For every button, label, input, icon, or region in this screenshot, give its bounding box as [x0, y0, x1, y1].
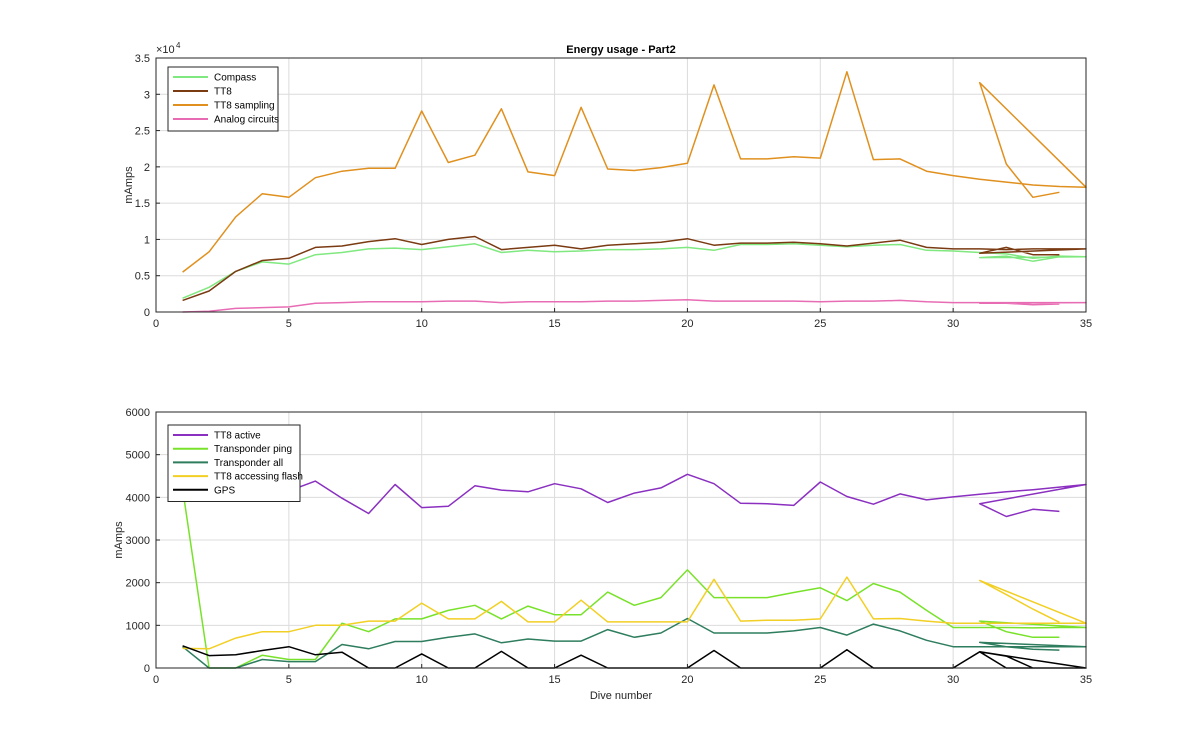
top-x-tick-label: 20 [681, 318, 693, 330]
bottom-x-tick-label: 25 [814, 674, 826, 686]
bottom-x-tick-label: 15 [548, 674, 560, 686]
top-series-line-tt8 [182, 235, 1087, 302]
bottom-y-tick-label: 1000 [126, 620, 150, 632]
top-x-tick-label: 0 [153, 318, 159, 330]
top-exponent-label: ×10 4 [156, 41, 181, 56]
top-series-line-compass [182, 243, 1087, 299]
bottom-x-tick-label: 0 [153, 674, 159, 686]
bottom-legend: TT8 active Transponder ping Transponder al… [167, 424, 303, 502]
top-ticks: 0 5 10 15 20 25 30 35 0 0.5 1 1.5 2 2.5 3 3.5 [135, 53, 1092, 330]
top-legend-label: TT8 sampling [214, 101, 275, 112]
top-x-tick-label: 5 [286, 318, 292, 330]
bottom-panel: mAmps Dive number 0 5 10 15 20 25 30 35 0 1000 200… [113, 407, 1092, 702]
bottom-x-tick-label: 35 [1080, 674, 1092, 686]
bottom-legend-box [167, 424, 301, 502]
top-y-tick-label: 2 [144, 162, 150, 174]
bottom-series-line-tt8-accessing-flash [182, 576, 1087, 650]
top-y-tick-label: 1.5 [135, 198, 150, 210]
bottom-x-tick-label: 30 [947, 674, 959, 686]
top-legend: Compass TT8 TT8 sampling Analog circuits [167, 66, 279, 132]
bottom-y-tick-label: 4000 [126, 492, 150, 504]
bottom-legend-label: Transponder all [214, 458, 283, 469]
bottom-legend-label: TT8 active [214, 431, 261, 442]
top-series-line-tt8-sampling [182, 71, 1087, 273]
top-panel: Energy usage - Part2 ×10 4 mAmps 0 5 10 15 2… [123, 41, 1092, 330]
bottom-series-line-tt8-active [182, 473, 1087, 518]
bottom-x-tick-label: 10 [416, 674, 428, 686]
top-x-tick-label: 35 [1080, 318, 1092, 330]
top-series-lines [182, 71, 1087, 313]
top-x-tick-label: 15 [548, 318, 560, 330]
top-x-tick-label: 25 [814, 318, 826, 330]
bottom-y-tick-label: 6000 [126, 407, 150, 419]
bottom-x-tick-label: 5 [286, 674, 292, 686]
top-chart-title: Energy usage - Part2 [566, 44, 675, 56]
bottom-legend-label: TT8 accessing flash [214, 472, 303, 483]
top-legend-label: Analog circuits [214, 115, 279, 126]
bottom-x-tick-label: 20 [681, 674, 693, 686]
top-y-tick-label: 0.5 [135, 271, 150, 283]
top-y-tick-label: 2.5 [135, 126, 150, 138]
top-y-axis-label: mAmps [123, 166, 135, 204]
bottom-x-axis-label: Dive number [590, 690, 653, 702]
bottom-legend-label: GPS [214, 485, 235, 496]
bottom-y-tick-label: 5000 [126, 450, 150, 462]
top-x-tick-label: 10 [416, 318, 428, 330]
top-y-tick-label: 1 [144, 234, 150, 246]
top-exponent-base: ×10 [156, 44, 175, 56]
top-x-tick-label: 30 [947, 318, 959, 330]
bottom-y-axis-label: mAmps [113, 521, 125, 559]
top-y-tick-label: 3.5 [135, 53, 150, 65]
bottom-ticks: 0 5 10 15 20 25 30 35 0 1000 2000 3000 4000 5000 6000 [126, 407, 1093, 686]
bottom-series-line-transponder-all [182, 617, 1087, 669]
top-y-tick-label: 3 [144, 89, 150, 101]
bottom-y-tick-label: 3000 [126, 535, 150, 547]
top-series-line-analog-circuits [182, 298, 1087, 313]
top-legend-label: TT8 [214, 87, 232, 98]
bottom-y-tick-label: 0 [144, 663, 150, 675]
bottom-series-line-transponder-ping [181, 488, 1087, 669]
top-y-tick-label: 0 [144, 307, 150, 319]
bottom-y-tick-label: 2000 [126, 578, 150, 590]
top-axes-box [155, 57, 1087, 313]
bottom-legend-label: Transponder ping [214, 444, 292, 455]
top-exponent-power: 4 [176, 41, 181, 50]
top-legend-label: Compass [214, 73, 256, 84]
